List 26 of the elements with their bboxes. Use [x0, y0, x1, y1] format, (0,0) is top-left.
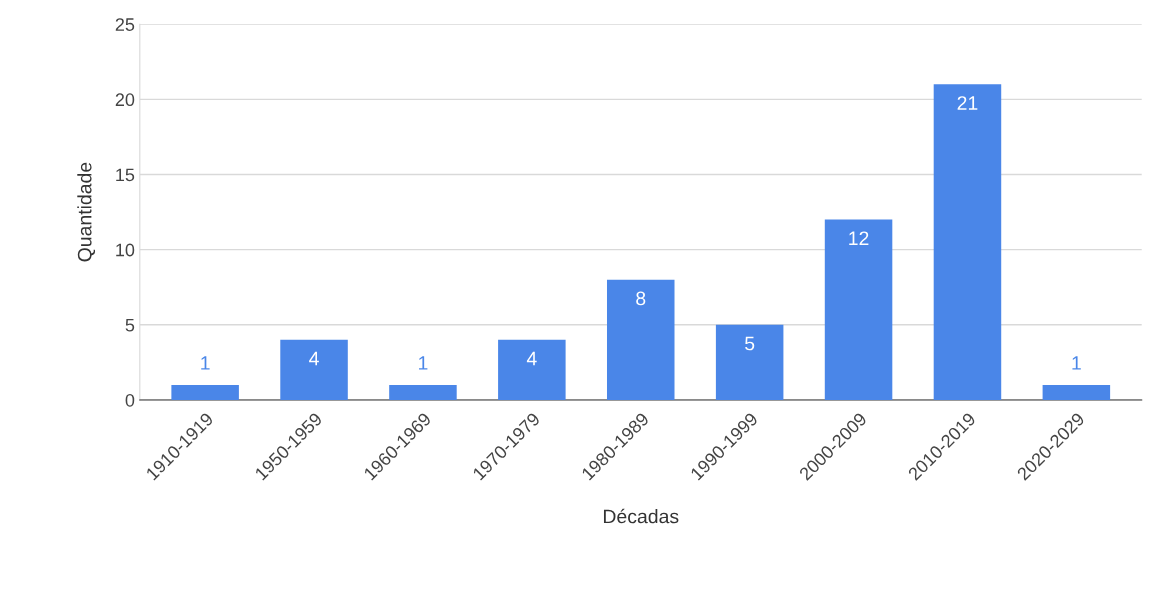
y-axis-title: Quantidade	[77, 162, 96, 262]
y-tick-label: 10	[116, 243, 135, 257]
bar	[171, 384, 239, 400]
bar	[389, 384, 457, 400]
x-axis-title: Décadas	[603, 508, 679, 524]
bar	[715, 324, 784, 400]
y-tick-label: 15	[116, 168, 135, 182]
bar	[1042, 384, 1111, 400]
bar	[606, 279, 675, 400]
bar	[280, 339, 348, 400]
bar	[498, 339, 566, 400]
data-label: 1	[201, 356, 210, 370]
data-label: 4	[309, 351, 319, 366]
bar	[933, 84, 1002, 400]
data-label: 21	[957, 96, 978, 110]
y-tick-label: 20	[115, 93, 135, 107]
y-tick-label: 5	[125, 318, 135, 332]
data-label: 4	[526, 351, 537, 366]
bar	[824, 219, 893, 400]
y-tick-label: 0	[125, 393, 135, 407]
data-label: 5	[745, 336, 755, 351]
data-label: 1	[419, 356, 428, 370]
data-label: 8	[636, 291, 646, 306]
y-tick-label: 25	[115, 18, 135, 31]
data-label: 12	[849, 231, 869, 245]
data-label: 1	[1072, 356, 1081, 370]
